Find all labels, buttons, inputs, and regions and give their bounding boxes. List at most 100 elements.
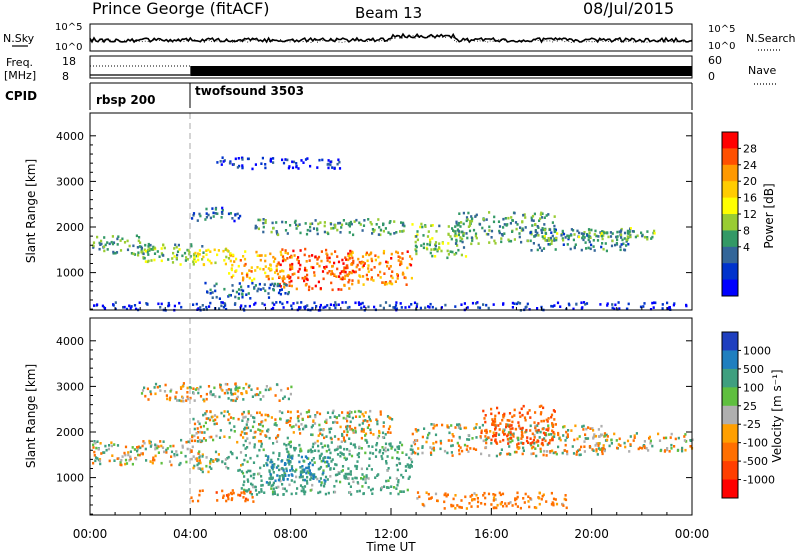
heatmap-cell — [198, 212, 201, 216]
heatmap-cell — [535, 429, 538, 433]
heatmap-cell — [301, 418, 304, 421]
heatmap-cell — [545, 214, 548, 217]
heatmap-cell — [169, 396, 172, 400]
velocity-ylabel: Slant Range [km] — [24, 364, 38, 468]
heatmap-cell — [488, 225, 491, 229]
heatmap-cell — [547, 428, 550, 432]
heatmap-cell — [281, 255, 285, 258]
heatmap-cell — [267, 428, 270, 431]
heatmap-cell — [240, 285, 243, 289]
heatmap-cell — [148, 247, 151, 251]
heatmap-cell — [298, 443, 301, 447]
heatmap-cell — [193, 439, 197, 443]
heatmap-cell — [443, 500, 446, 504]
heatmap-cell — [511, 433, 514, 436]
heatmap-cell — [651, 444, 654, 448]
power-heatmap — [92, 156, 688, 312]
heatmap-cell — [610, 438, 613, 442]
heatmap-cell — [142, 252, 145, 256]
colorbar-segment — [722, 368, 738, 388]
heatmap-cell — [170, 455, 173, 458]
heatmap-cell — [277, 434, 280, 437]
heatmap-cell — [272, 451, 275, 455]
heatmap-cell — [436, 248, 439, 252]
heatmap-cell — [241, 295, 244, 299]
heatmap-cell — [557, 431, 560, 435]
heatmap-cell — [626, 307, 629, 311]
heatmap-cell — [317, 449, 320, 453]
heatmap-cell — [430, 447, 434, 451]
heatmap-cell — [401, 271, 405, 275]
heatmap-cell — [193, 427, 196, 431]
heatmap-cell — [308, 259, 311, 262]
heatmap-cell — [311, 254, 314, 257]
heatmap-cell — [541, 227, 544, 230]
heatmap-cell — [461, 240, 464, 244]
heatmap-cell — [216, 499, 219, 502]
heatmap-cell — [215, 295, 218, 299]
heatmap-cell — [280, 460, 283, 463]
heatmap-cell — [309, 222, 312, 226]
heatmap-cell — [243, 475, 246, 478]
heatmap-cell — [327, 445, 330, 448]
heatmap-cell — [244, 447, 247, 450]
heatmap-cell — [570, 234, 573, 237]
heatmap-cell — [520, 437, 523, 440]
heatmap-cell — [290, 479, 293, 482]
heatmap-cell — [490, 407, 493, 411]
heatmap-cell — [242, 410, 245, 414]
heatmap-cell — [491, 418, 494, 421]
heatmap-cell — [404, 465, 407, 468]
heatmap-cell — [516, 445, 519, 449]
heatmap-cell — [254, 284, 257, 287]
heatmap-cell — [384, 301, 388, 304]
heatmap-cell — [307, 410, 310, 414]
heatmap-cell — [367, 305, 370, 309]
heatmap-cell — [509, 431, 512, 434]
heatmap-cell — [205, 397, 208, 401]
heatmap-cell — [345, 475, 348, 479]
heatmap-cell — [542, 453, 545, 457]
heatmap-cell — [519, 415, 522, 418]
heatmap-cell — [140, 250, 143, 254]
heatmap-cell — [271, 490, 275, 494]
heatmap-cell — [601, 237, 604, 241]
heatmap-cell — [516, 491, 519, 495]
heatmap-cell — [283, 395, 286, 399]
heatmap-cell — [250, 388, 253, 391]
heatmap-cell — [479, 435, 482, 438]
colorbar-segment — [722, 461, 738, 481]
heatmap-cell — [286, 158, 289, 162]
heatmap-cell — [330, 460, 333, 463]
colorbar-segment — [722, 350, 738, 370]
heatmap-cell — [289, 416, 292, 420]
heatmap-cell — [384, 281, 388, 284]
heatmap-cell — [278, 454, 281, 457]
heatmap-cell — [224, 262, 227, 266]
heatmap-cell — [198, 459, 201, 462]
heatmap-cell — [138, 245, 141, 248]
heatmap-cell — [220, 216, 223, 219]
heatmap-cell — [426, 242, 429, 246]
heatmap-cell — [388, 416, 391, 419]
heatmap-cell — [228, 161, 232, 165]
heatmap-cell — [246, 478, 249, 481]
heatmap-cell — [388, 281, 391, 285]
heatmap-cell — [362, 419, 365, 423]
heatmap-cell — [510, 424, 513, 427]
heatmap-cell — [401, 451, 404, 454]
heatmap-cell — [565, 506, 568, 510]
heatmap-cell — [242, 436, 245, 439]
heatmap-cell — [308, 254, 311, 258]
heatmap-cell — [245, 293, 248, 296]
heatmap-cell — [433, 424, 436, 428]
heatmap-cell — [351, 477, 354, 480]
heatmap-cell — [456, 441, 459, 445]
heatmap-cell — [451, 227, 454, 230]
heatmap-cell — [376, 419, 379, 423]
heatmap-cell — [485, 218, 488, 221]
heatmap-cell — [167, 258, 170, 261]
heatmap-cell — [160, 259, 163, 263]
heatmap-cell — [300, 449, 303, 453]
heatmap-cell — [497, 424, 500, 427]
